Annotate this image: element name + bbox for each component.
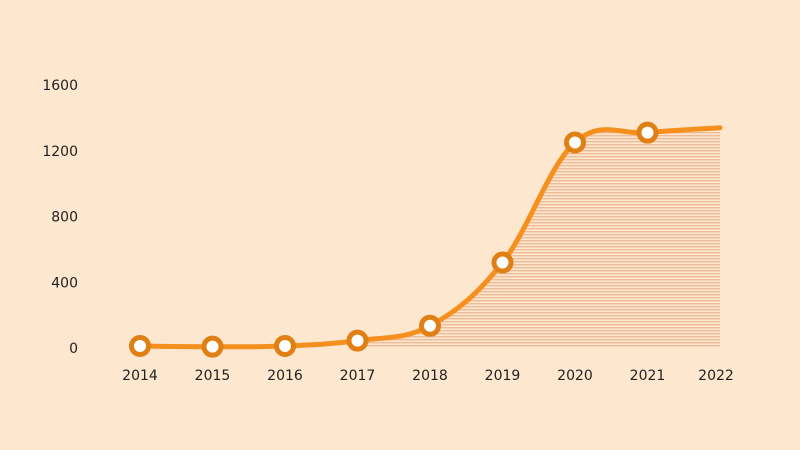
data-point-2017[interactable]	[346, 329, 369, 352]
y-tick-label: 400	[51, 275, 78, 291]
x-tick-label: 2016	[267, 368, 303, 384]
y-tick-label: 0	[69, 341, 78, 357]
x-tick-label: 2014	[122, 368, 158, 384]
data-point-2016[interactable]	[274, 335, 296, 358]
x-tick-label: 2015	[195, 368, 231, 384]
y-tick-label: 800	[51, 210, 78, 226]
line-layer	[137, 125, 723, 350]
y-axis: 0 400 800 1200 1600	[42, 78, 78, 357]
x-tick-label: 2018	[412, 368, 448, 384]
x-tick-label: 2022	[698, 368, 734, 384]
y-tick-label: 1600	[42, 78, 78, 94]
area-layer	[357, 127, 720, 348]
x-axis: 2014 2015 2016 2017 2018 2019 2020 2021 2022	[122, 368, 734, 384]
x-tick-label: 2020	[557, 368, 593, 384]
area-fill	[357, 127, 720, 348]
x-tick-label: 2021	[630, 368, 666, 384]
data-point-2014[interactable]	[129, 335, 151, 358]
data-point-2018[interactable]	[419, 314, 441, 337]
data-point-2021[interactable]	[636, 121, 659, 144]
x-tick-label: 2019	[485, 368, 521, 384]
data-point-2015[interactable]	[201, 335, 224, 358]
x-tick-label: 2017	[340, 368, 376, 384]
data-point-2020[interactable]	[564, 131, 586, 154]
data-point-2019[interactable]	[491, 251, 514, 274]
y-tick-label: 1200	[42, 144, 78, 160]
marker-layer	[129, 121, 659, 358]
series-line	[137, 125, 723, 350]
